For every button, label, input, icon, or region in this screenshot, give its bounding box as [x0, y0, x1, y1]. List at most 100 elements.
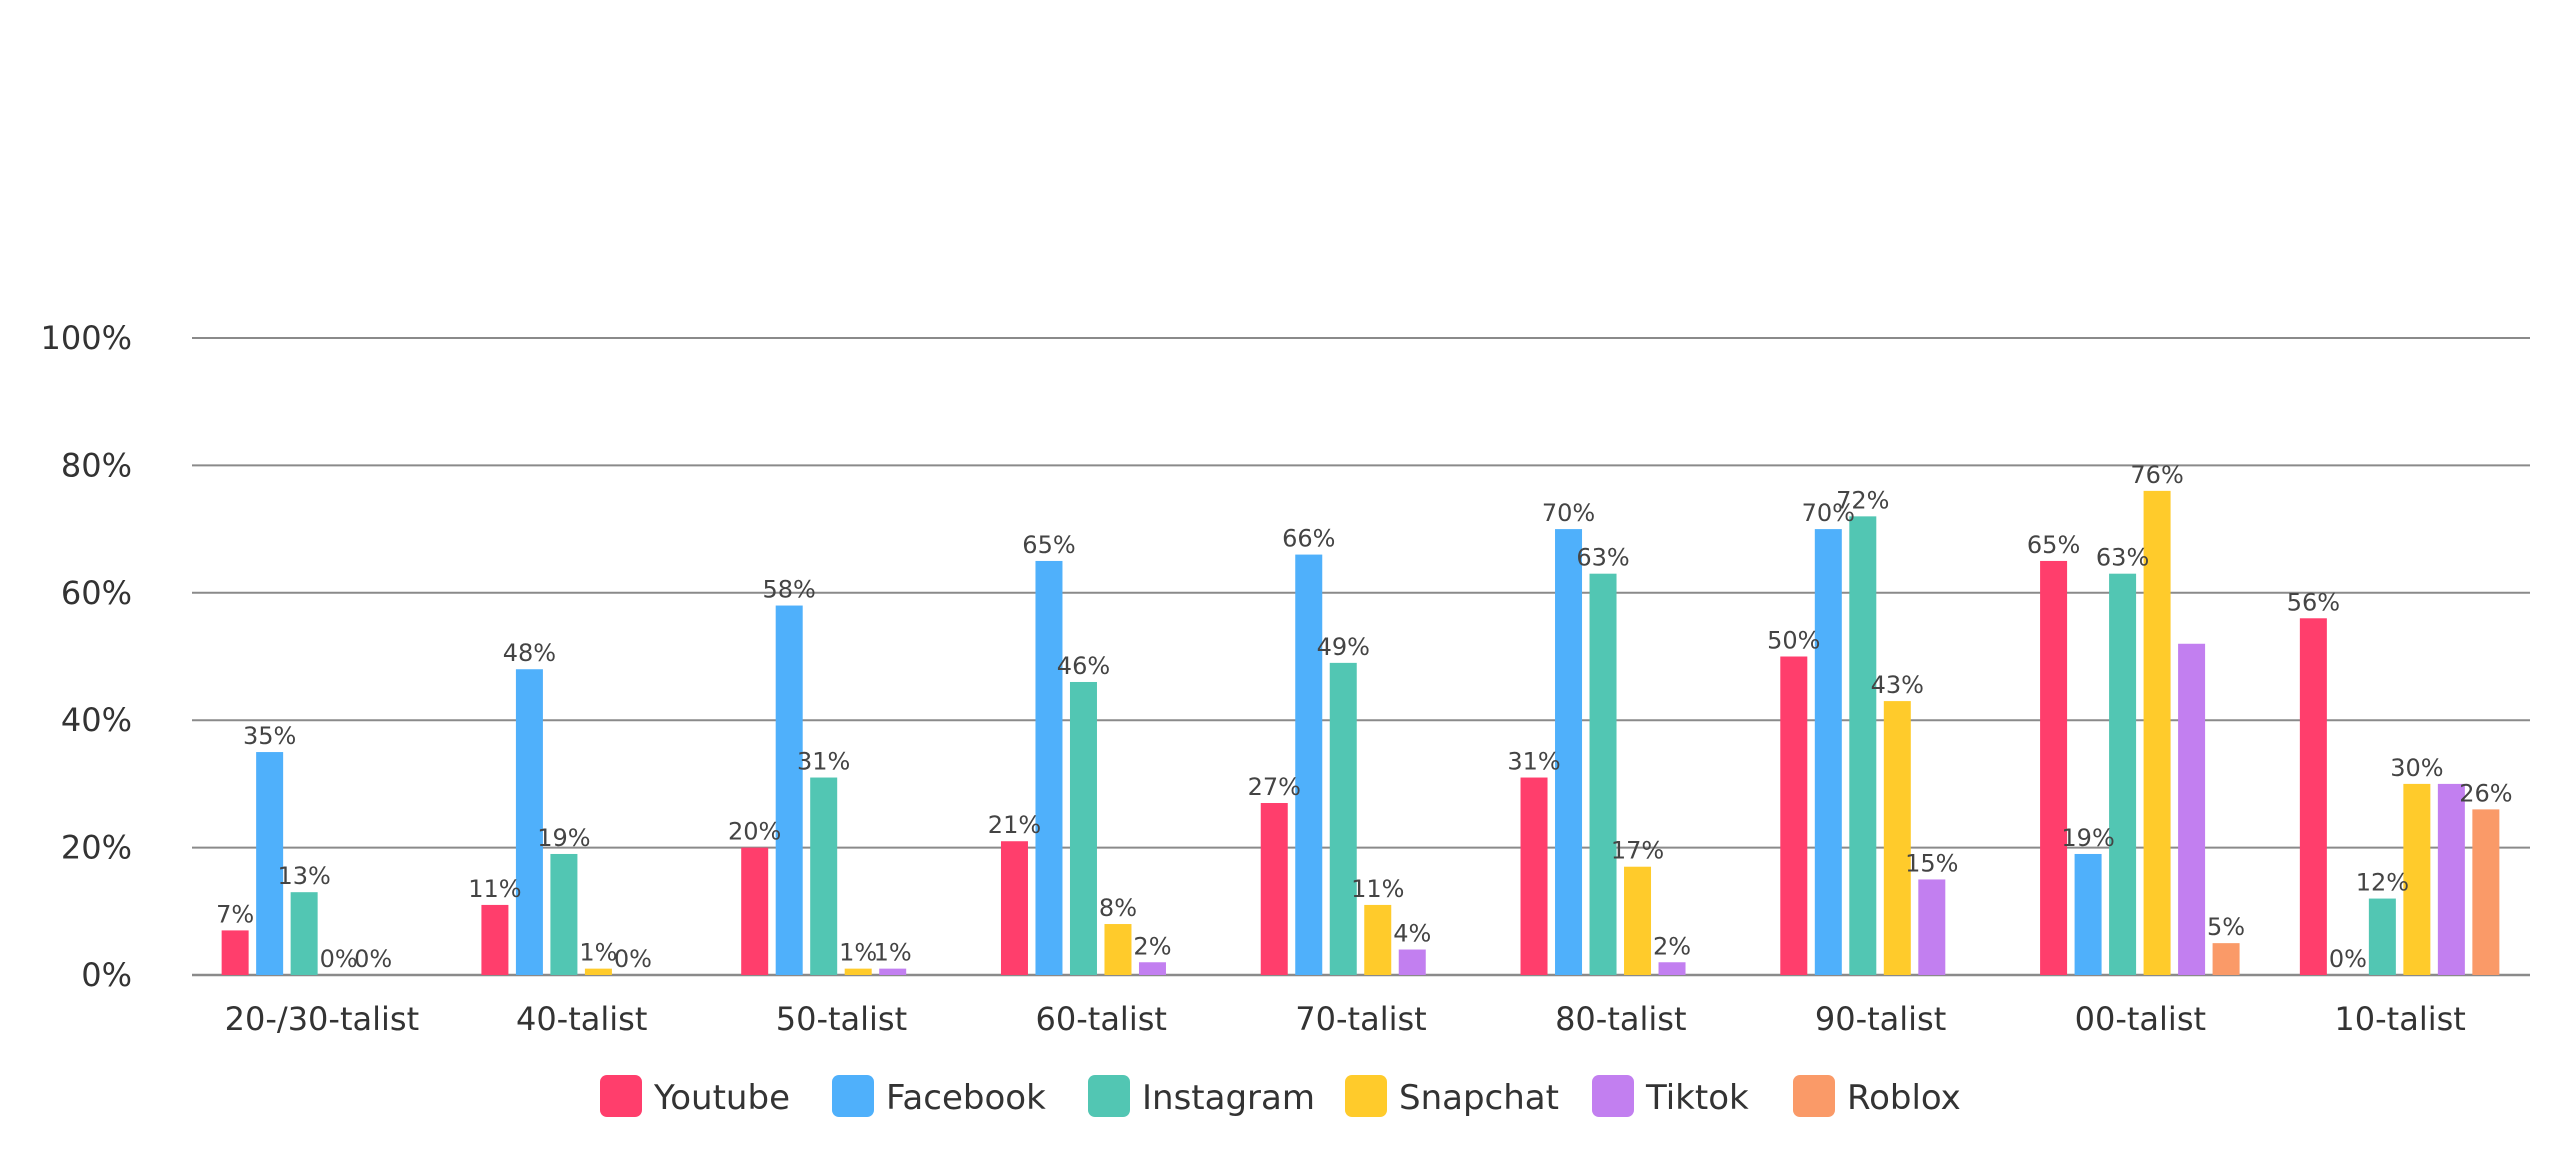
data-label: 17%: [1611, 837, 1664, 865]
bar-tiktok-8: [2437, 783, 2465, 975]
x-tick-label: 40-talist: [516, 1000, 647, 1038]
bar-snapchat-4: [1364, 904, 1392, 975]
data-label: 58%: [763, 576, 816, 604]
x-tick-label: 60-talist: [1036, 1000, 1167, 1038]
bar-tiktok-2: [879, 968, 907, 975]
data-label: 2%: [1653, 932, 1691, 960]
legend-label-tiktok: Tiktok: [1645, 1078, 1749, 1118]
data-label: 0%: [320, 945, 358, 973]
bar-tiktok-3: [1138, 962, 1166, 975]
data-label: 20%: [728, 818, 781, 846]
data-label: 30%: [2390, 754, 2443, 782]
data-label: 21%: [988, 811, 1041, 839]
data-label: 70%: [1542, 499, 1595, 527]
data-label: 27%: [1248, 773, 1301, 801]
x-tick-label: 20-/30-talist: [225, 1000, 419, 1038]
data-label: 49%: [1317, 633, 1370, 661]
bar-youtube-0: [221, 930, 249, 975]
x-axis-labels: 20-/30-talist 40-talist 50-talist 60-talist…: [225, 1000, 2466, 1038]
data-label: 66%: [1282, 525, 1335, 553]
bar-snapchat-6: [1883, 701, 1911, 975]
data-label: 50%: [1767, 627, 1820, 655]
bar-snapchat-7: [2143, 490, 2171, 975]
bar-instagram-3: [1069, 681, 1097, 975]
data-label: 35%: [243, 722, 296, 750]
data-label: 1%: [579, 939, 617, 967]
legend-swatch-roblox: [1793, 1075, 1835, 1117]
data-label: 7%: [216, 900, 254, 928]
bar-snapchat-2: [844, 968, 872, 975]
data-label: 56%: [2287, 588, 2340, 616]
bar-instagram-4: [1329, 662, 1357, 975]
y-tick-label: 20%: [61, 829, 132, 867]
y-tick-label: 80%: [61, 446, 132, 484]
data-label: 12%: [2356, 869, 2409, 897]
data-label: 11%: [468, 875, 521, 903]
data-label: 5%: [2207, 913, 2245, 941]
bar-tiktok-7: [2178, 643, 2206, 975]
bar-youtube-5: [1520, 777, 1548, 975]
data-label: 72%: [1836, 486, 1889, 514]
bar-facebook-5: [1555, 529, 1583, 975]
bar-instagram-0: [290, 892, 318, 975]
bar-instagram-5: [1589, 573, 1617, 975]
bar-roblox-7: [2212, 943, 2240, 975]
x-tick-label: 10-talist: [2334, 1000, 2465, 1038]
x-tick-label: 50-talist: [776, 1000, 907, 1038]
bar-facebook-4: [1295, 554, 1323, 975]
y-tick-label: 0%: [81, 956, 132, 994]
data-label: 19%: [537, 824, 590, 852]
data-label: 63%: [1576, 544, 1629, 572]
y-tick-label: 40%: [61, 701, 132, 739]
data-label: 43%: [1871, 671, 1924, 699]
y-tick-label: 100%: [41, 319, 132, 357]
data-label: 8%: [1099, 894, 1137, 922]
legend-swatch-instagram: [1088, 1075, 1130, 1117]
x-tick-label: 90-talist: [1815, 1000, 1946, 1038]
bar-instagram-8: [2368, 898, 2396, 975]
grid-layer: 0% 20% 40% 60% 80% 100%: [41, 319, 2530, 994]
data-label: 15%: [1905, 849, 1958, 877]
data-label: 0%: [614, 945, 652, 973]
legend-swatch-facebook: [832, 1075, 874, 1117]
legend-swatch-tiktok: [1592, 1075, 1634, 1117]
data-label: 0%: [354, 945, 392, 973]
legend-label-roblox: Roblox: [1847, 1078, 1961, 1118]
bar-snapchat-5: [1624, 866, 1652, 975]
bar-facebook-6: [1814, 529, 1842, 975]
bar-youtube-6: [1780, 656, 1808, 975]
data-labels-layer: 7%35%13%0%0%11%48%19%1%0%20%58%31%1%1%21…: [216, 461, 2512, 973]
bar-facebook-3: [1035, 560, 1063, 975]
legend-swatch-youtube: [600, 1075, 642, 1117]
legend-label-instagram: Instagram: [1142, 1078, 1315, 1118]
data-label: 19%: [2061, 824, 2114, 852]
bar-tiktok-6: [1918, 879, 1946, 975]
data-label: 70%: [1802, 499, 1855, 527]
bar-snapchat-1: [584, 968, 612, 975]
legend: Youtube Facebook Instagram Snapchat Tiktok Ro…: [600, 1075, 1961, 1118]
bar-instagram-6: [1849, 516, 1877, 975]
bar-facebook-0: [256, 752, 284, 975]
data-label: 31%: [797, 748, 850, 776]
bar-youtube-2: [741, 847, 769, 975]
data-label: 26%: [2459, 779, 2512, 807]
data-label: 1%: [839, 939, 877, 967]
legend-swatch-snapchat: [1345, 1075, 1387, 1117]
data-label: 11%: [1351, 875, 1404, 903]
bar-youtube-1: [481, 904, 509, 975]
bar-instagram-1: [550, 853, 578, 975]
legend-label-youtube: Youtube: [653, 1078, 790, 1118]
bar-youtube-4: [1260, 803, 1288, 975]
bar-roblox-8: [2472, 809, 2500, 975]
data-label: 65%: [1022, 531, 1075, 559]
bar-snapchat-3: [1104, 924, 1132, 975]
x-tick-label: 70-talist: [1295, 1000, 1426, 1038]
data-label: 65%: [2027, 531, 2080, 559]
data-label: 13%: [277, 862, 330, 890]
bar-instagram-7: [2109, 573, 2137, 975]
bar-youtube-3: [1000, 841, 1028, 975]
data-label: 63%: [2096, 544, 2149, 572]
data-label: 1%: [874, 939, 912, 967]
